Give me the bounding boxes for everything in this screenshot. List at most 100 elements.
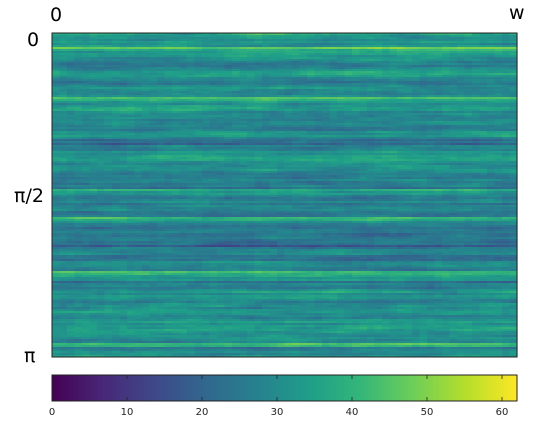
heatmap-cell <box>142 103 151 106</box>
heatmap-cell <box>472 97 481 100</box>
heatmap-cell <box>239 47 248 50</box>
heatmap-cell <box>67 59 76 62</box>
heatmap-cell <box>224 119 233 122</box>
heatmap-cell <box>502 157 511 160</box>
heatmap-cell <box>74 79 83 82</box>
heatmap-cell <box>502 119 511 122</box>
heatmap-cell <box>457 55 466 58</box>
heatmap-cell <box>367 91 376 94</box>
heatmap-cell <box>104 67 113 70</box>
heatmap-cell <box>254 91 263 94</box>
heatmap-cell <box>292 133 301 136</box>
heatmap-cell <box>82 153 91 156</box>
heatmap-cell <box>74 87 83 90</box>
heatmap-cell <box>217 51 226 54</box>
heatmap-cell <box>404 149 413 152</box>
heatmap-cell <box>262 139 271 142</box>
heatmap-cell <box>464 141 473 144</box>
heatmap-cell <box>502 163 511 166</box>
heatmap-cell <box>59 103 68 106</box>
heatmap-cell <box>419 51 428 54</box>
heatmap-cell <box>59 95 68 98</box>
heatmap-cell <box>187 35 196 38</box>
heatmap-cell <box>412 49 421 52</box>
heatmap-cell <box>464 111 473 114</box>
heatmap-cell <box>104 85 113 88</box>
heatmap-cell <box>247 111 256 114</box>
heatmap-cell <box>217 161 226 164</box>
heatmap-cell <box>89 109 98 112</box>
heatmap-cell <box>427 149 436 152</box>
heatmap-cell <box>224 85 233 88</box>
heatmap-cell <box>104 65 113 68</box>
heatmap-cell <box>352 131 361 134</box>
heatmap-cell <box>404 131 413 134</box>
heatmap-cell <box>179 49 188 52</box>
heatmap-cell <box>307 99 316 102</box>
heatmap-cell <box>74 91 83 94</box>
heatmap-cell <box>172 153 181 156</box>
heatmap-cell <box>232 153 241 156</box>
heatmap-cell <box>307 153 316 156</box>
heatmap-cell <box>179 161 188 164</box>
heatmap-cell <box>89 39 98 42</box>
heatmap-cell <box>277 129 286 132</box>
heatmap-cell <box>367 165 376 168</box>
heatmap-cell <box>97 53 106 56</box>
heatmap-cell <box>224 145 233 148</box>
heatmap-cell <box>194 101 203 104</box>
heatmap-cell <box>494 105 503 108</box>
heatmap-cell <box>97 33 106 36</box>
heatmap-cell <box>52 103 61 106</box>
heatmap-cell <box>464 125 473 128</box>
heatmap-cell <box>239 117 248 120</box>
heatmap-cell <box>464 157 473 160</box>
heatmap-cell <box>299 145 308 148</box>
heatmap-cell <box>337 125 346 128</box>
heatmap-cell <box>337 153 346 156</box>
heatmap-cell <box>359 141 368 144</box>
heatmap-cell <box>179 107 188 110</box>
heatmap-cell <box>509 155 518 158</box>
heatmap-cell <box>224 97 233 100</box>
heatmap-cell <box>247 135 256 138</box>
heatmap-cell <box>419 155 428 158</box>
heatmap-cell <box>367 53 376 56</box>
heatmap-cell <box>157 131 166 134</box>
heatmap-cell <box>292 111 301 114</box>
heatmap-cell <box>322 53 331 56</box>
heatmap-cell <box>82 75 91 78</box>
heatmap-cell <box>239 33 248 36</box>
heatmap-cell <box>382 71 391 74</box>
heatmap-cell <box>119 53 128 56</box>
heatmap-cell <box>247 97 256 100</box>
heatmap-cell <box>509 57 518 60</box>
heatmap-cell <box>277 109 286 112</box>
heatmap-cell <box>164 55 173 58</box>
heatmap-cell <box>382 93 391 96</box>
heatmap-cell <box>269 113 278 116</box>
heatmap-cell <box>187 59 196 62</box>
heatmap-cell <box>284 93 293 96</box>
heatmap-cell <box>389 71 398 74</box>
heatmap-cell <box>104 45 113 48</box>
heatmap-cell <box>284 163 293 166</box>
heatmap-cell <box>397 119 406 122</box>
heatmap-cell <box>104 145 113 148</box>
heatmap-cell <box>247 79 256 82</box>
heatmap-cell <box>344 133 353 136</box>
heatmap-cell <box>269 87 278 90</box>
heatmap-cell <box>337 161 346 164</box>
heatmap-cell <box>299 35 308 38</box>
heatmap-cell <box>337 97 346 100</box>
heatmap-cell <box>307 47 316 50</box>
heatmap-cell <box>352 45 361 48</box>
heatmap-cell <box>472 79 481 82</box>
heatmap-cell <box>269 127 278 130</box>
heatmap-cell <box>82 39 91 42</box>
heatmap-cell <box>367 153 376 156</box>
heatmap-cell <box>292 81 301 84</box>
heatmap-cell <box>202 145 211 148</box>
heatmap-cell <box>367 159 376 162</box>
heatmap-cell <box>359 121 368 124</box>
